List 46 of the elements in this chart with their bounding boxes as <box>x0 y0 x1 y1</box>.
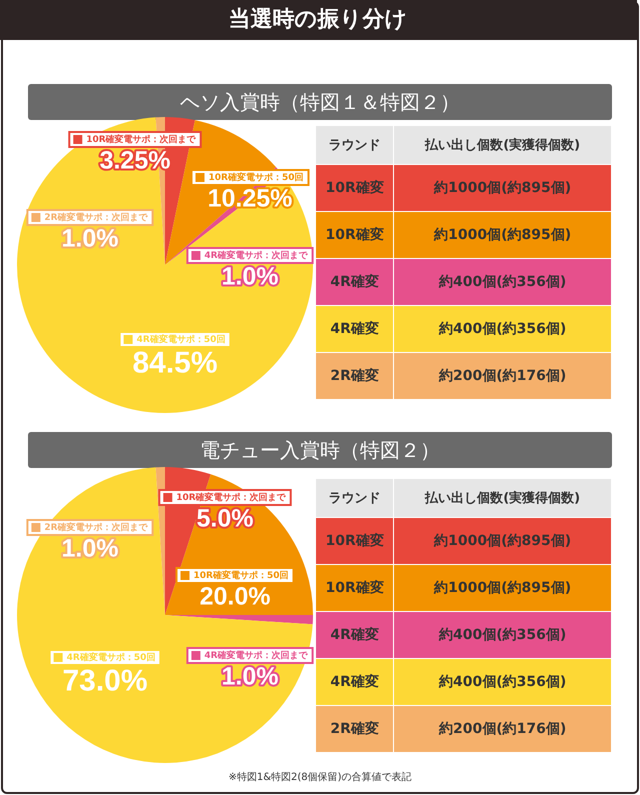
data-label: 1.0% <box>62 224 118 252</box>
data-label: 5.0% <box>196 504 254 532</box>
legend-label: 10R確変電サポ：50回 <box>208 172 304 183</box>
category-label: 2R確変 <box>316 706 394 752</box>
category-label: 10R確変 <box>316 164 394 212</box>
category-label: 4R確変 <box>316 258 394 306</box>
data-label: 20.0% <box>200 582 270 610</box>
text: 約1000個(約895個) <box>394 564 612 612</box>
text: 約400個(約356個) <box>394 258 612 306</box>
legend-label: 4R確変電サポ：次回まで <box>204 250 309 261</box>
legend-label: 10R確変電サポ：次回まで <box>176 492 287 503</box>
category-label: 2R確変 <box>316 352 394 400</box>
text: 約1000個(約895個) <box>394 164 612 212</box>
category-label: 4R確変 <box>316 658 394 706</box>
text: ※特図1&特図2(8個保留)の合算値で表記 <box>227 770 413 784</box>
chart-title: 電チュー入賞時（特図２） <box>28 432 612 468</box>
legend-label: 10R確変電サポ：50回 <box>194 570 288 581</box>
legend-label: 4R確変電サポ：次回まで <box>204 650 309 661</box>
category-label: 10R確変 <box>316 212 394 258</box>
text: 約400個(約356個) <box>394 612 612 658</box>
text: 約400個(約356個) <box>394 658 612 706</box>
category-label: 10R確変 <box>316 518 394 564</box>
category-label: 10R確変 <box>316 564 394 612</box>
data-label: 1.0% <box>62 534 118 562</box>
text: 払い出し個数(実獲得個数) <box>394 478 612 518</box>
category-label: 4R確変 <box>316 612 394 658</box>
text: 約200個(約176個) <box>394 706 612 752</box>
text: 約1000個(約895個) <box>394 518 612 564</box>
chart-title: 当選時の振り分け <box>0 0 637 40</box>
text: ラウンド <box>316 126 394 164</box>
data-label: 1.0% <box>222 662 278 690</box>
legend-label: 10R確変電サポ：次回まで <box>86 134 197 145</box>
text: 約1000個(約895個) <box>394 212 612 258</box>
data-label: 73.0% <box>62 664 148 698</box>
legend-label: 2R確変電サポ：次回まで <box>44 212 149 223</box>
text: 払い出し個数(実獲得個数) <box>394 126 612 164</box>
chart-subtitle: ヘソ入賞時（特図１＆特図２） <box>28 84 612 120</box>
text: 約200個(約176個) <box>394 352 612 400</box>
category-label: 4R確変 <box>316 306 394 352</box>
text: ラウンド <box>316 478 394 518</box>
legend-label: 4R確変電サポ：50回 <box>136 334 226 345</box>
text: 約400個(約356個) <box>394 306 612 352</box>
legend-label: 4R確変電サポ：50回 <box>66 652 156 663</box>
data-label: 1.0% <box>222 262 278 290</box>
legend-label: 2R確変電サポ：次回まで <box>44 522 149 533</box>
data-label: 84.5% <box>132 346 218 380</box>
